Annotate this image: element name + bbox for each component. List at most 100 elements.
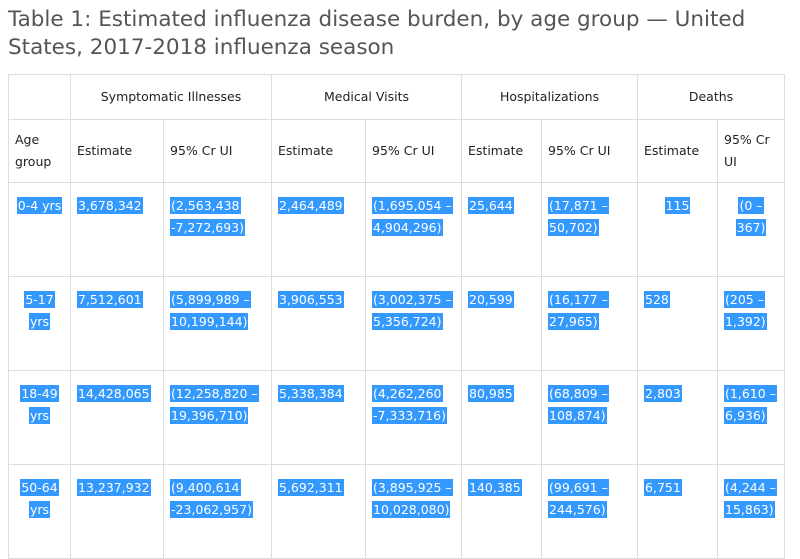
cell-dea-ci[interactable]: (1,610 – 6,936) xyxy=(717,370,786,465)
subheader-estimate: Estimate xyxy=(271,119,366,183)
cell-dea-ci[interactable]: (4,244 – 15,863) xyxy=(717,464,786,559)
subheader-ci-deaths-line1: 95% Cr xyxy=(724,132,770,147)
cell-age[interactable]: 50-64 yrs xyxy=(8,464,71,559)
subheader-ci: 95% Cr UI xyxy=(364,119,463,183)
age-value: 18-49 yrs xyxy=(20,385,59,424)
cell-hos-estimate[interactable]: 140,385 xyxy=(461,464,543,559)
hos-estimate-value: 80,985 xyxy=(468,385,514,402)
sym-estimate-value: 13,237,932 xyxy=(77,479,151,496)
sym-ci-value: (12,258,820 – 19,396,710) xyxy=(170,385,259,424)
cell-med-estimate[interactable]: 2,464,489 xyxy=(271,182,366,277)
dea-estimate-value: 2,803 xyxy=(644,385,682,402)
cell-sym-ci[interactable]: (9,400,614 -23,062,957) xyxy=(163,464,272,559)
cell-age[interactable]: 5-17 yrs xyxy=(8,276,71,371)
influenza-burden-table: Symptomatic Illnesses Medical Visits Hos… xyxy=(8,74,786,559)
hos-ci-value: (68,809 – 108,874) xyxy=(548,385,609,424)
med-estimate-value: 5,338,384 xyxy=(278,385,344,402)
cell-sym-estimate[interactable]: 13,237,932 xyxy=(70,464,164,559)
group-header-medical: Medical Visits xyxy=(270,74,463,120)
subheader-ci-deaths-line2: UI xyxy=(724,154,737,169)
cell-age[interactable]: 0-4 yrs xyxy=(8,182,71,277)
sym-ci-value: (9,400,614 -23,062,957) xyxy=(170,479,253,518)
cell-hos-ci[interactable]: (68,809 – 108,874) xyxy=(541,370,639,465)
cell-hos-ci[interactable]: (17,871 – 50,702) xyxy=(541,182,639,277)
subheader-age-line1: Age xyxy=(15,132,40,147)
group-header-deaths: Deaths xyxy=(637,74,786,120)
hos-estimate-value: 25,644 xyxy=(468,197,514,214)
med-estimate-value: 5,692,311 xyxy=(278,479,344,496)
table-row: 18-49 yrs 14,428,065 (12,258,820 – 19,39… xyxy=(8,370,786,465)
cell-hos-estimate[interactable]: 20,599 xyxy=(461,276,543,371)
subheader-estimate: Estimate xyxy=(637,119,719,183)
dea-ci-value: (205 – 1,392) xyxy=(724,291,767,330)
cell-med-ci[interactable]: (3,002,375 – 5,356,724) xyxy=(364,276,463,371)
med-ci-value: (3,002,375 – 5,356,724) xyxy=(372,291,453,330)
cell-dea-estimate[interactable]: 2,803 xyxy=(637,370,719,465)
cell-med-ci[interactable]: (1,695,054 – 4,904,296) xyxy=(364,182,463,277)
subheader-estimate: Estimate xyxy=(461,119,543,183)
group-header-empty xyxy=(8,74,71,120)
med-ci-value: (3,895,925 – 10,028,080) xyxy=(372,479,453,518)
table-row: 5-17 yrs 7,512,601 (5,899,989 – 10,199,1… xyxy=(8,276,786,371)
cell-hos-ci[interactable]: (16,177 – 27,965) xyxy=(541,276,639,371)
med-estimate-value: 3,906,553 xyxy=(278,291,344,308)
cell-sym-ci[interactable]: (2,563,438 -7,272,693) xyxy=(163,182,272,277)
cell-dea-estimate[interactable]: 528 xyxy=(637,276,719,371)
hos-ci-value: (17,871 – 50,702) xyxy=(548,197,609,236)
sym-estimate-value: 7,512,601 xyxy=(77,291,143,308)
cell-sym-estimate[interactable]: 14,428,065 xyxy=(70,370,164,465)
subheader-estimate: Estimate xyxy=(70,119,164,183)
cell-med-ci[interactable]: (3,895,925 – 10,028,080) xyxy=(364,464,463,559)
subheader-age-group: Age group xyxy=(8,119,71,183)
cell-med-estimate[interactable]: 5,338,384 xyxy=(271,370,366,465)
dea-ci-value: (4,244 – 15,863) xyxy=(724,479,777,518)
dea-estimate-value: 115 xyxy=(664,197,691,214)
med-estimate-value: 2,464,489 xyxy=(278,197,344,214)
cell-dea-ci[interactable]: (205 – 1,392) xyxy=(717,276,786,371)
cell-sym-ci[interactable]: (12,258,820 – 19,396,710) xyxy=(163,370,272,465)
sym-ci-value: (5,899,989 – 10,199,144) xyxy=(170,291,251,330)
cell-dea-estimate[interactable]: 115 xyxy=(637,182,719,277)
hos-ci-value: (99,691 – 244,576) xyxy=(548,479,609,518)
med-ci-value: (4,262,260 -7,333,716) xyxy=(372,385,448,424)
med-ci-value: (1,695,054 – 4,904,296) xyxy=(372,197,453,236)
sub-header-row: Age group Estimate 95% Cr UI Estimate 95… xyxy=(8,119,786,183)
sym-estimate-value: 3,678,342 xyxy=(77,197,143,214)
dea-estimate-value: 6,751 xyxy=(644,479,682,496)
subheader-ci-deaths: 95% Cr UI xyxy=(717,119,786,183)
age-value: 50-64 yrs xyxy=(20,479,59,518)
cell-med-estimate[interactable]: 3,906,553 xyxy=(271,276,366,371)
table-row: 0-4 yrs 3,678,342 (2,563,438 -7,272,693)… xyxy=(8,182,786,277)
group-header-row: Symptomatic Illnesses Medical Visits Hos… xyxy=(8,74,786,120)
cell-hos-estimate[interactable]: 25,644 xyxy=(461,182,543,277)
cell-sym-ci[interactable]: (5,899,989 – 10,199,144) xyxy=(163,276,272,371)
table-caption: Table 1: Estimated influenza disease bur… xyxy=(8,6,788,62)
dea-ci-value: (1,610 – 6,936) xyxy=(724,385,777,424)
cell-age[interactable]: 18-49 yrs xyxy=(8,370,71,465)
cell-hos-ci[interactable]: (99,691 – 244,576) xyxy=(541,464,639,559)
subheader-age-line2: group xyxy=(15,154,52,169)
cell-sym-estimate[interactable]: 3,678,342 xyxy=(70,182,164,277)
subheader-ci: 95% Cr UI xyxy=(541,119,639,183)
cell-hos-estimate[interactable]: 80,985 xyxy=(461,370,543,465)
cell-med-estimate[interactable]: 5,692,311 xyxy=(271,464,366,559)
hos-estimate-value: 20,599 xyxy=(468,291,514,308)
group-header-hospitalizations: Hospitalizations xyxy=(461,74,639,120)
sym-estimate-value: 14,428,065 xyxy=(77,385,151,402)
cell-med-ci[interactable]: (4,262,260 -7,333,716) xyxy=(364,370,463,465)
cell-dea-ci[interactable]: (0 – 367) xyxy=(717,182,786,277)
hos-ci-value: (16,177 – 27,965) xyxy=(548,291,609,330)
sym-ci-value: (2,563,438 -7,272,693) xyxy=(170,197,246,236)
hos-estimate-value: 140,385 xyxy=(468,479,522,496)
cell-dea-estimate[interactable]: 6,751 xyxy=(637,464,719,559)
dea-ci-value: (0 – 367) xyxy=(735,197,767,236)
dea-estimate-value: 528 xyxy=(644,291,670,308)
age-value: 5-17 yrs xyxy=(24,291,55,330)
caption-line-1: Table 1: Estimated influenza disease bur… xyxy=(8,7,746,32)
caption-line-2: States, 2017-2018 influenza season xyxy=(8,35,395,60)
table-row: 50-64 yrs 13,237,932 (9,400,614 -23,062,… xyxy=(8,464,786,559)
age-value: 0-4 yrs xyxy=(16,197,63,214)
cell-sym-estimate[interactable]: 7,512,601 xyxy=(70,276,164,371)
group-header-symptomatic: Symptomatic Illnesses xyxy=(70,74,272,120)
subheader-ci: 95% Cr UI xyxy=(163,119,272,183)
